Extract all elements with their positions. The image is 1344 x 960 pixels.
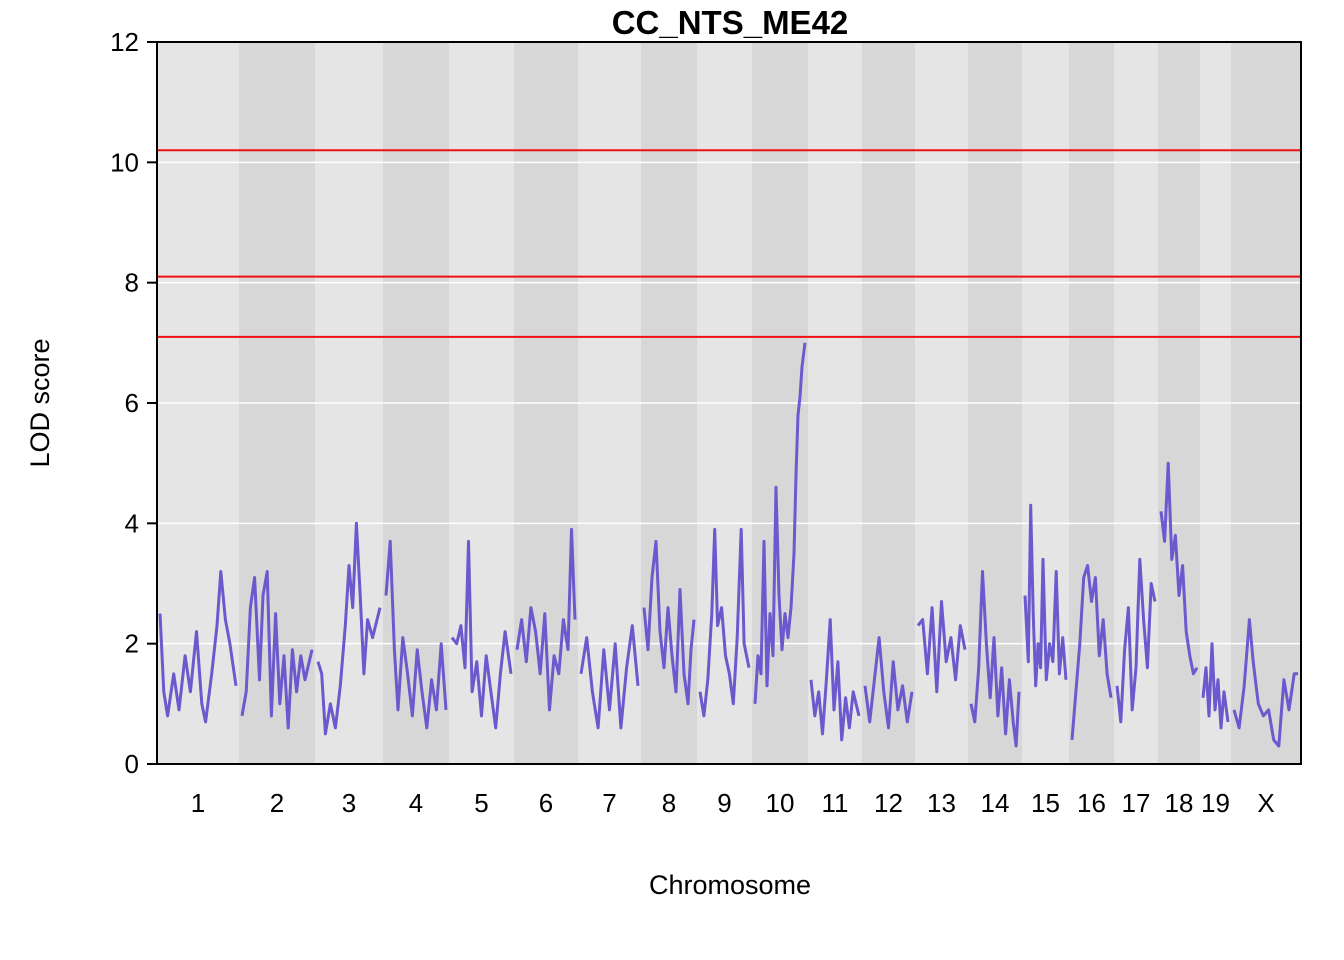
lod-line-chr-14	[969, 570, 1021, 748]
x-axis-title: Chromosome	[649, 870, 811, 900]
y-tick-label: 0	[125, 749, 139, 779]
y-tick-label: 4	[125, 508, 139, 538]
x-tick-label: 19	[1201, 788, 1230, 818]
y-tick-label: 12	[110, 27, 139, 57]
y-tick-label: 10	[110, 147, 139, 177]
y-axis-title: LOD score	[25, 338, 55, 467]
x-tick-label: 5	[474, 788, 488, 818]
x-tick-label: 15	[1031, 788, 1060, 818]
x-tick-label: 3	[342, 788, 356, 818]
lod-line-chr-17	[1115, 557, 1157, 724]
lod-line-chr-11	[809, 618, 861, 742]
lod-line-chr-15	[1023, 503, 1068, 688]
y-tick-label: 2	[125, 629, 139, 659]
x-tick-label: 12	[874, 788, 903, 818]
threshold-lines	[157, 149, 1301, 338]
lod-line-chr-19	[1201, 642, 1230, 730]
lod-line-chr-7	[579, 624, 640, 730]
lod-line-chr-12	[863, 636, 914, 730]
x-tick-label: X	[1257, 788, 1274, 818]
lod-line-chr-4	[384, 539, 448, 730]
x-tick-label: 6	[539, 788, 553, 818]
x-tick-label: 18	[1165, 788, 1194, 818]
x-tick-label: 7	[602, 788, 616, 818]
chart-title: CC_NTS_ME42	[612, 4, 849, 41]
grid-lines	[157, 161, 1301, 645]
lod-line-chr-18	[1159, 461, 1199, 676]
lod-line-chr-9	[698, 527, 751, 718]
x-tick-label: 1	[191, 788, 205, 818]
y-tick-label: 8	[125, 268, 139, 298]
lod-line-chr-10	[753, 342, 807, 704]
lod-line-chr-2	[240, 570, 314, 730]
x-tick-label: 10	[766, 788, 795, 818]
x-tick-label: 16	[1077, 788, 1106, 818]
lod-line-chr-16	[1070, 564, 1113, 741]
x-tick-label: 8	[662, 788, 676, 818]
lod-line-chr-3	[316, 521, 382, 736]
lod-line-chr-13	[916, 600, 967, 694]
y-tick-label: 6	[125, 388, 139, 418]
x-tick-label: 17	[1122, 788, 1151, 818]
lod-line-chr-x	[1232, 618, 1298, 748]
lod-line-chr-1	[158, 570, 238, 724]
x-tick-label: 9	[717, 788, 731, 818]
y-axis: 0 2 4 6 8 10 12	[110, 27, 157, 779]
lod-line-chr-6	[515, 527, 577, 712]
x-tick-label: 11	[822, 788, 849, 818]
lod-series	[158, 342, 1298, 748]
x-tick-label: 13	[927, 788, 956, 818]
x-tick-label: 4	[409, 788, 423, 818]
x-tick-label: 14	[981, 788, 1010, 818]
lod-line-chr-8	[642, 539, 696, 706]
x-axis: 1 2 3 4 5 6 7 8 9 10 11 12 13 14 15 16 17 18 19 X	[191, 788, 1275, 818]
x-tick-label: 2	[270, 788, 284, 818]
lod-line-chr-5	[450, 539, 513, 730]
